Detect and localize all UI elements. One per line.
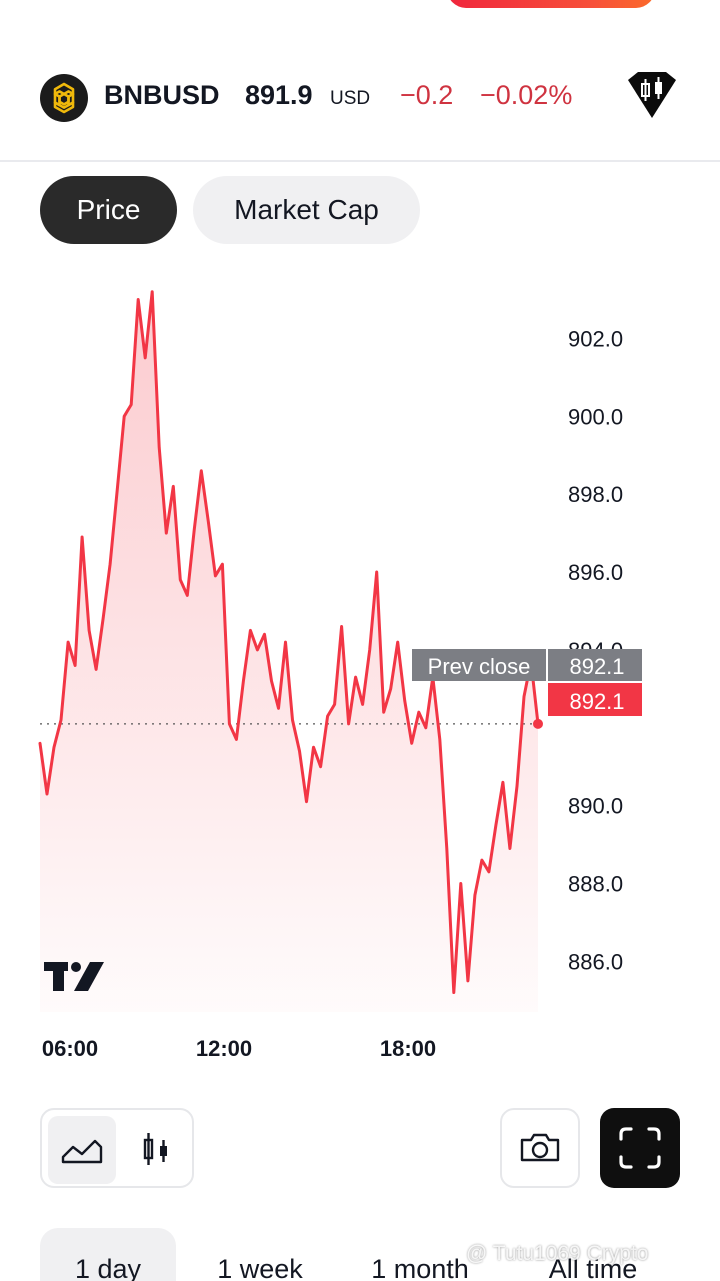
current-price: 891.9 (245, 80, 313, 110)
tab-price[interactable]: Price (40, 176, 177, 244)
y-tick-label-6: 888.0 (568, 872, 623, 897)
prev-close-label: Prev close (428, 654, 531, 679)
range-all-time[interactable]: All time (548, 1254, 638, 1281)
prev-close-tag (412, 649, 546, 681)
bnb-logo-icon (40, 74, 88, 122)
symbol-header: BNBUSD 891.9 USD −0.2 −0.02% (0, 58, 720, 138)
price-currency: USD (330, 88, 371, 109)
candlestick-badge-icon[interactable] (624, 70, 680, 122)
header-divider (0, 160, 720, 162)
tab-market-cap[interactable]: Market Cap (193, 176, 420, 244)
price-change-percent: −0.02% (480, 80, 573, 110)
camera-icon (520, 1133, 560, 1162)
y-tick-label-2: 898.0 (568, 482, 623, 507)
last-price-dot (533, 718, 543, 729)
range-1-month[interactable]: 1 month (371, 1254, 469, 1281)
price-chart[interactable]: 902.0900.0898.0896.0894.0890.0888.0886.0… (0, 260, 720, 1080)
top-action-pill[interactable] (447, 0, 655, 8)
x-tick-label-0: 06:00 (42, 1036, 98, 1061)
fullscreen-icon (619, 1127, 661, 1169)
prev-close-value: 892.1 (569, 654, 624, 679)
price-change: −0.2 (400, 80, 454, 110)
symbol-name: BNBUSD (104, 80, 220, 110)
range-1-day[interactable]: 1 day (40, 1228, 176, 1281)
candlestick-icon[interactable] (124, 1116, 188, 1184)
y-tick-label-5: 890.0 (568, 794, 623, 819)
watermark-text: @ Tutu1069 Crypto (466, 1242, 649, 1265)
last-price-label: 892.1 (569, 689, 624, 714)
x-tick-label-1: 12:00 (196, 1036, 252, 1061)
last-price-tag (548, 683, 642, 716)
y-tick-label-0: 902.0 (568, 326, 623, 351)
y-tick-label-3: 896.0 (568, 560, 623, 585)
chart-type-toggle (40, 1108, 194, 1188)
area-chart-icon[interactable] (48, 1116, 116, 1184)
price-area-fill (40, 291, 538, 1012)
range-1-week[interactable]: 1 week (217, 1254, 303, 1281)
x-tick-label-2: 18:00 (380, 1036, 436, 1061)
tradingview-logo-icon (44, 962, 104, 991)
fullscreen-button[interactable] (600, 1108, 680, 1188)
prev-close-value-tag (548, 649, 642, 681)
y-tick-label-1: 900.0 (568, 404, 623, 429)
y-tick-label-7: 886.0 (568, 949, 623, 974)
price-line (38, 290, 540, 994)
snapshot-button[interactable] (500, 1108, 580, 1188)
